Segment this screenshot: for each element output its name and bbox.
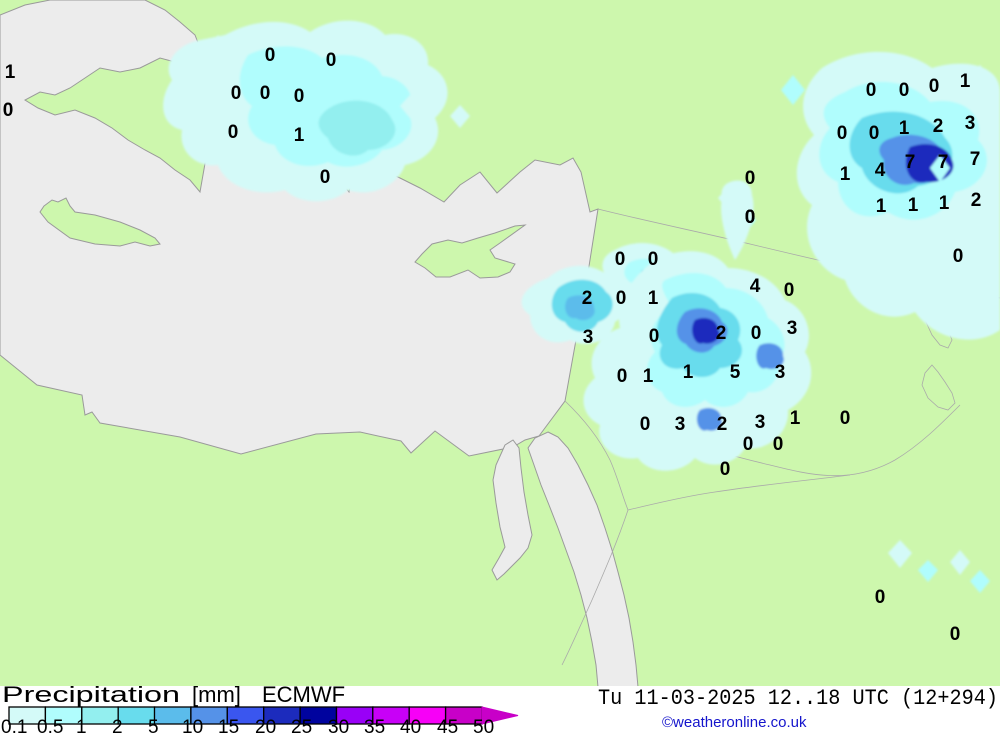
svg-text:30: 30 bbox=[328, 717, 349, 733]
svg-text:15: 15 bbox=[218, 717, 239, 733]
svg-text:40: 40 bbox=[400, 717, 421, 733]
svg-text:2: 2 bbox=[112, 717, 123, 733]
svg-text:[mm]: [mm] bbox=[192, 682, 241, 707]
svg-text:5: 5 bbox=[148, 717, 159, 733]
svg-text:Precipitation: Precipitation bbox=[2, 682, 180, 707]
svg-text:50: 50 bbox=[473, 717, 494, 733]
svg-text:35: 35 bbox=[364, 717, 385, 733]
svg-text:25: 25 bbox=[291, 717, 312, 733]
svg-text:ECMWF: ECMWF bbox=[262, 682, 345, 707]
svg-text:10: 10 bbox=[182, 717, 203, 733]
svg-text:0.5: 0.5 bbox=[37, 717, 63, 733]
svg-text:45: 45 bbox=[437, 717, 458, 733]
svg-text:©weatheronline.co.uk: ©weatheronline.co.uk bbox=[662, 714, 807, 731]
svg-text:Tu 11-03-2025 12..18 UTC (12+2: Tu 11-03-2025 12..18 UTC (12+294) bbox=[598, 686, 998, 711]
svg-text:20: 20 bbox=[255, 717, 276, 733]
svg-text:0.1: 0.1 bbox=[1, 717, 27, 733]
svg-text:1: 1 bbox=[76, 717, 87, 733]
